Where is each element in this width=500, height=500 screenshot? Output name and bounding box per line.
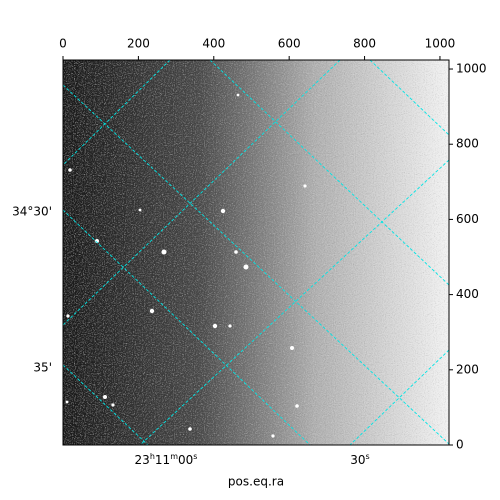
ra-part: 11 (155, 453, 170, 467)
x-axis-label: pos.eq.ra (228, 475, 284, 489)
ra-part: 23 (135, 453, 150, 467)
coordinate-grid (63, 60, 449, 445)
y-tick-label: 0 (456, 438, 464, 452)
y-tick-label: 800 (456, 137, 479, 151)
image (62, 59, 450, 446)
ra-part: m (170, 452, 178, 461)
ra-tick-label: 30s (350, 452, 369, 467)
dec-tick-label: 34°30' (12, 205, 52, 219)
x-tick-label: 1000 (425, 37, 456, 51)
ra-part: s (193, 452, 197, 461)
y-tick-label: 200 (456, 362, 479, 376)
world-ticks: 23h11m00s 30s 34°30' 35' pos.eq.ra (12, 205, 370, 489)
y-tick-label: 400 (456, 287, 479, 301)
ra-tick-label: 23h11m00s (135, 452, 198, 467)
x-tick-label: 600 (278, 37, 301, 51)
stars (65, 93, 307, 438)
x-tick-label: 200 (127, 37, 150, 51)
frame (62, 59, 450, 446)
x-tick-label: 800 (353, 37, 376, 51)
y-tick-label: 1000 (456, 62, 487, 76)
ra-part: 00 (178, 453, 193, 467)
ra-part: s (366, 452, 370, 461)
dec-tick-label: 35' (33, 361, 52, 375)
ra-part: 30 (350, 453, 365, 467)
x-tick-label: 0 (59, 37, 67, 51)
ra-part: h (150, 452, 155, 461)
y-tick-label: 600 (456, 212, 479, 226)
x-tick-label: 400 (202, 37, 225, 51)
